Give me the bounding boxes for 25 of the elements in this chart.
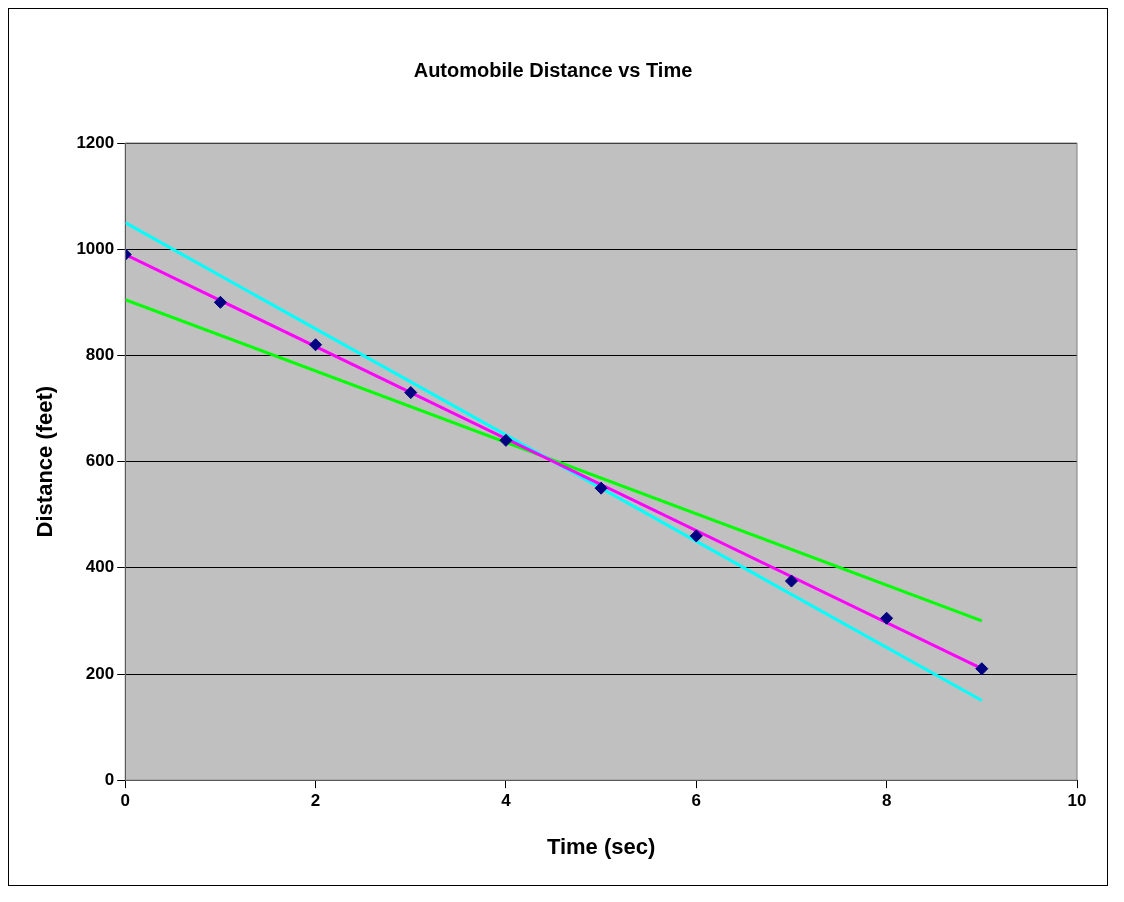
x-tick-label: 2 (310, 791, 321, 811)
x-tick-label: 6 (691, 791, 702, 811)
x-tick-label: 8 (881, 791, 892, 811)
point (784, 574, 798, 588)
point (309, 338, 323, 352)
y-axis-title: Distance (feet) (32, 385, 58, 538)
y-tick-label: 400 (85, 557, 115, 577)
point (213, 295, 227, 309)
y-tick-label: 1200 (76, 132, 115, 152)
point (404, 386, 418, 400)
point (975, 662, 989, 676)
point (880, 611, 894, 625)
x-tick-label: 10 (1067, 791, 1087, 811)
y-tick-label: 1000 (76, 238, 115, 258)
x-tick-label: 0 (120, 791, 130, 811)
point (689, 529, 703, 543)
point (499, 433, 513, 447)
y-tick-label: 0 (104, 769, 115, 789)
x-axis-title: Time (sec) (546, 833, 656, 859)
y-tick-label: 800 (85, 345, 115, 365)
point (594, 481, 608, 495)
y-tick-label: 600 (85, 451, 115, 471)
chart-title: Automobile Distance vs Time (413, 58, 693, 81)
y-tick-label: 200 (85, 663, 115, 683)
x-tick-label: 4 (501, 791, 512, 811)
